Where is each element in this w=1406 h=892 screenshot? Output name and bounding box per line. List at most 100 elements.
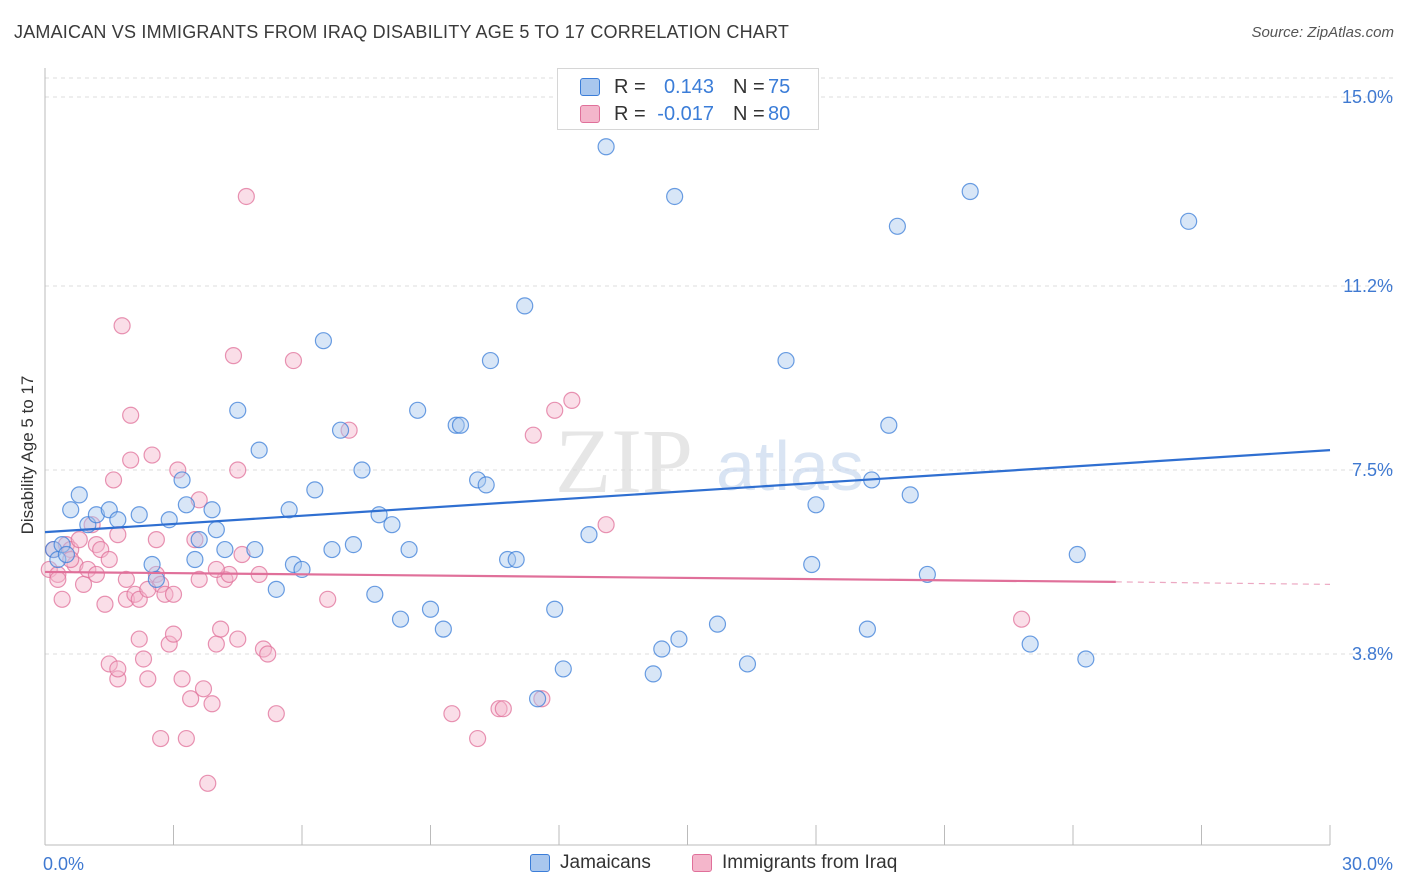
- jamaicans-point: [803, 555, 821, 574]
- iraq-point: [207, 560, 225, 579]
- iraq-point: [186, 531, 204, 549]
- iraq-point: [169, 461, 187, 479]
- watermark-zip: ZIP: [555, 410, 693, 512]
- y-tick-label: 7.5%: [1352, 460, 1393, 480]
- jamaicans-point: [173, 471, 191, 489]
- jamaicans-point: [190, 531, 208, 549]
- iraq-point: [212, 620, 230, 638]
- iraq-point: [122, 406, 140, 424]
- jamaicans-point: [391, 610, 410, 628]
- iraq-point: [563, 391, 581, 409]
- trend-lines: [44, 449, 1331, 585]
- iraq-point: [524, 426, 542, 444]
- iraq-point: [152, 729, 170, 748]
- y-tick-label: 11.2%: [1343, 276, 1393, 296]
- iraq-point: [207, 635, 225, 653]
- jamaicans-point: [1077, 650, 1095, 668]
- iraq-point: [164, 585, 183, 603]
- iraq-point: [233, 545, 251, 564]
- jamaicans-point: [62, 501, 80, 519]
- source-label: Source: ZipAtlas.com: [1251, 24, 1394, 41]
- jamaicans-point: [858, 620, 877, 638]
- jamaicans-point: [130, 506, 148, 524]
- iraq-point: [443, 705, 461, 723]
- jamaicans-point: [400, 540, 418, 559]
- jamaicans-trend-line: [44, 449, 1331, 534]
- jamaicans-point: [267, 580, 285, 598]
- iraq-point: [160, 635, 178, 653]
- jamaicans-point: [516, 297, 534, 315]
- jamaicans-point: [353, 461, 371, 479]
- jamaicans-point: [961, 182, 979, 201]
- iraq-point: [117, 590, 135, 608]
- jamaicans-point: [250, 441, 268, 459]
- legend-r-value: 0.143: [663, 76, 714, 98]
- iraq-point: [109, 526, 127, 544]
- legend-swatch-jamaicans: [580, 78, 600, 96]
- jamaicans-point: [528, 690, 547, 708]
- iraq-point: [134, 650, 153, 668]
- jamaicans-point: [918, 565, 936, 584]
- jamaicans-point: [57, 545, 76, 564]
- legend-r-label: R =: [614, 103, 646, 125]
- legend-n-label: N =: [733, 76, 765, 98]
- iraq-point: [190, 491, 208, 509]
- iraq-point: [109, 660, 127, 678]
- iraq-point: [147, 531, 165, 549]
- chart-title: JAMAICAN VS IMMIGRANTS FROM IRAQ DISABIL…: [14, 22, 790, 42]
- iraq-point: [147, 565, 165, 584]
- iraq-point: [177, 729, 195, 748]
- jamaicans-point: [1068, 545, 1086, 564]
- iraq-point: [284, 351, 303, 370]
- iraq-point: [49, 570, 67, 589]
- legend-n-value: 80: [768, 103, 791, 125]
- iraq-point: [122, 451, 140, 469]
- iraq-point: [117, 570, 135, 589]
- jamaicans-point: [469, 471, 487, 489]
- series-iraq-points: [40, 187, 1031, 792]
- iraq-point: [164, 625, 183, 643]
- iraq-point: [229, 630, 247, 648]
- iraq-point: [104, 471, 123, 489]
- iraq-point: [319, 590, 337, 608]
- jamaicans-point: [409, 401, 427, 419]
- iraq-point: [533, 690, 551, 708]
- jamaicans-point: [666, 187, 684, 206]
- bottom-legend-label-jamaicans: Jamaicans: [560, 852, 651, 873]
- jamaicans-point: [708, 615, 727, 633]
- jamaicans-point: [807, 496, 825, 514]
- jamaicans-point: [284, 555, 303, 574]
- jamaicans-point: [216, 540, 234, 559]
- jamaicans-point: [280, 501, 298, 519]
- jamaicans-point: [447, 416, 465, 434]
- jamaicans-point: [1021, 635, 1039, 653]
- jamaicans-point: [434, 620, 452, 638]
- iraq-point: [237, 187, 255, 206]
- jamaicans-point: [177, 496, 195, 514]
- iraq-point: [194, 680, 213, 698]
- jamaicans-point: [546, 600, 564, 618]
- stats-legend: R = 0.143 N = 75 R = -0.017 N = 80: [557, 68, 819, 130]
- x-tick-label: 0.0%: [43, 854, 84, 874]
- jamaicans-point: [383, 516, 401, 534]
- y-tick-label: 15.0%: [1342, 87, 1393, 107]
- legend-n-value: 75: [768, 76, 791, 98]
- jamaicans-point: [344, 535, 362, 554]
- y-tick-labels: 3.8% 7.5% 11.2% 15.0%: [1342, 87, 1393, 664]
- jamaicans-point: [306, 481, 324, 499]
- iraq-point: [113, 317, 131, 335]
- jamaicans-point: [421, 600, 440, 618]
- iraq-point: [96, 595, 114, 613]
- iraq-point: [87, 565, 106, 584]
- jamaicans-point: [203, 501, 221, 519]
- jamaicans-point: [880, 416, 898, 434]
- jamaicans-point: [207, 521, 225, 539]
- iraq-point: [494, 700, 512, 718]
- iraq-point: [53, 590, 71, 608]
- iraq-point: [199, 774, 217, 792]
- jamaicans-point: [147, 570, 165, 589]
- iraq-point: [190, 570, 208, 589]
- watermark-atlas: atlas: [716, 427, 864, 505]
- iraq-point: [224, 347, 243, 365]
- jamaicans-point: [507, 550, 525, 569]
